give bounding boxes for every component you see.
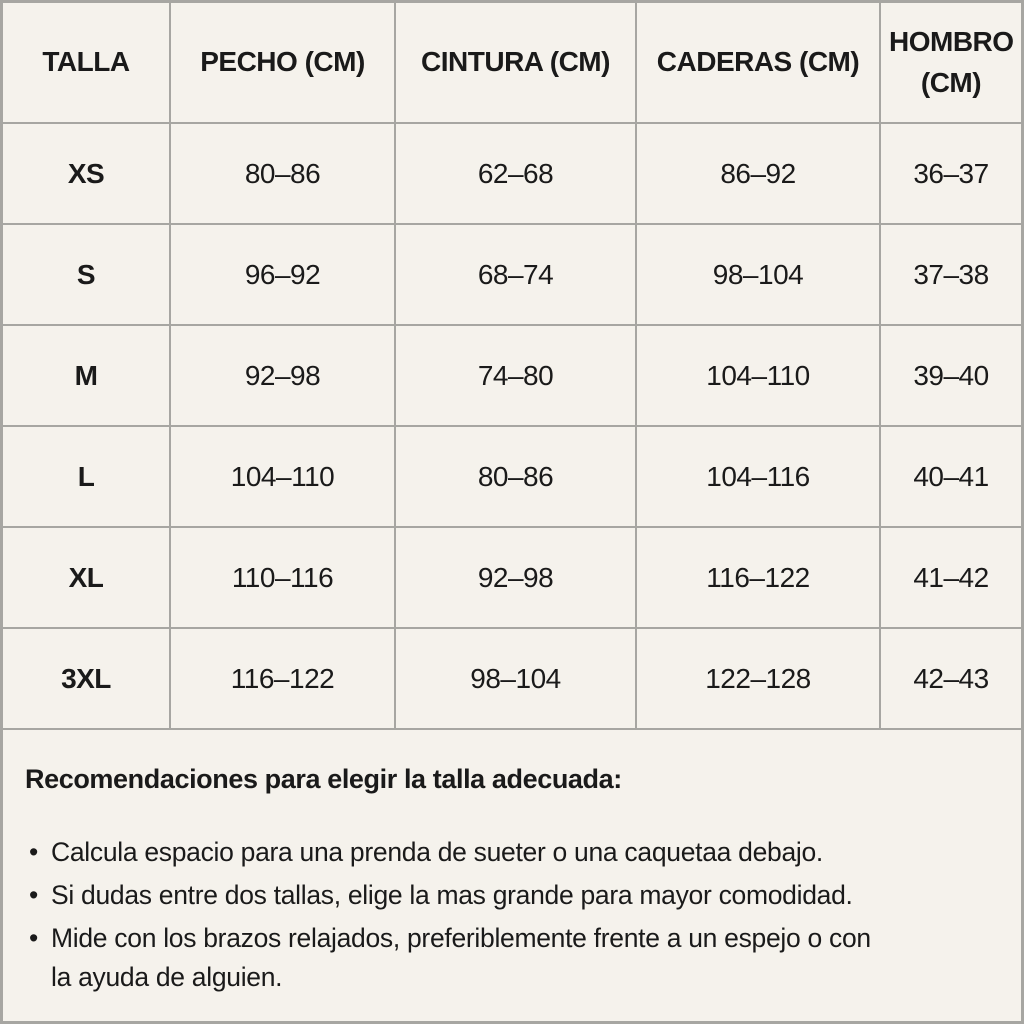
recommendations-title: Recomendaciones para elegir la talla ade… <box>25 764 622 794</box>
value-cell-pecho: 104–110 <box>169 425 396 528</box>
value-cell-pecho: 96–92 <box>169 223 396 326</box>
header-cell-cintura: CINTURA (CM) <box>394 3 637 124</box>
table-row-xs: XS 80–86 62–68 86–92 36–37 <box>3 122 1021 225</box>
value-cell-hombro: 40–41 <box>879 425 1021 528</box>
size-cell: S <box>3 223 171 326</box>
value-cell-caderas: 86–92 <box>635 122 881 225</box>
header-cell-talla: TALLA <box>3 3 171 124</box>
size-cell: 3XL <box>3 627 171 730</box>
value-cell-caderas: 122–128 <box>635 627 881 730</box>
value-cell-cintura: 98–104 <box>394 627 637 730</box>
table-row-l: L 104–110 80–86 104–116 40–41 <box>3 425 1021 528</box>
bullet-icon: • <box>29 922 38 953</box>
list-item-text: Si dudas entre dos tallas, elige la mas … <box>51 879 853 910</box>
table-row-s: S 96–92 68–74 98–104 37–38 <box>3 223 1021 326</box>
recommendations-section: Recomendaciones para elegir la talla ade… <box>3 730 1021 998</box>
value-cell-hombro: 37–38 <box>879 223 1021 326</box>
value-cell-pecho: 92–98 <box>169 324 396 427</box>
size-cell: XS <box>3 122 171 225</box>
value-cell-caderas: 104–116 <box>635 425 881 528</box>
value-cell-cintura: 68–74 <box>394 223 637 326</box>
size-cell: L <box>3 425 171 528</box>
list-item-text: Mide con los brazos relajados, preferibl… <box>51 922 871 993</box>
bullet-icon: • <box>29 879 38 910</box>
value-cell-pecho: 80–86 <box>169 122 396 225</box>
value-cell-cintura: 92–98 <box>394 526 637 629</box>
table-row-m: M 92–98 74–80 104–110 39–40 <box>3 324 1021 427</box>
size-chart-table: TALLA PECHO (CM) CINTURA (CM) CADERAS (C… <box>3 3 1021 730</box>
table-row-xl: XL 110–116 92–98 116–122 41–42 <box>3 526 1021 629</box>
list-item: • Si dudas entre dos tallas, elige la ma… <box>25 876 991 916</box>
header-cell-caderas: CADERAS (CM) <box>635 3 881 124</box>
header-row: TALLA PECHO (CM) CINTURA (CM) CADERAS (C… <box>3 3 1021 124</box>
value-cell-cintura: 80–86 <box>394 425 637 528</box>
value-cell-cintura: 62–68 <box>394 122 637 225</box>
list-item-text: Calcula espacio para una prenda de suete… <box>51 837 823 867</box>
bullet-icon: • <box>29 837 38 867</box>
list-item: • Calcula espacio para una prenda de sue… <box>25 833 991 873</box>
table-row-3xl: 3XL 116–122 98–104 122–128 42–43 <box>3 627 1021 730</box>
header-cell-hombro: HOMBRO (CM) <box>879 3 1021 124</box>
value-cell-caderas: 98–104 <box>635 223 881 326</box>
size-cell: M <box>3 324 171 427</box>
recommendations-list: • Calcula espacio para una prenda de sue… <box>25 833 991 998</box>
value-cell-caderas: 104–110 <box>635 324 881 427</box>
value-cell-hombro: 36–37 <box>879 122 1021 225</box>
value-cell-pecho: 116–122 <box>169 627 396 730</box>
list-item: • Mide con los brazos relajados, preferi… <box>25 919 991 999</box>
header-cell-pecho: PECHO (CM) <box>169 3 396 124</box>
size-cell: XL <box>3 526 171 629</box>
value-cell-pecho: 110–116 <box>169 526 396 629</box>
value-cell-caderas: 116–122 <box>635 526 881 629</box>
value-cell-cintura: 74–80 <box>394 324 637 427</box>
value-cell-hombro: 42–43 <box>879 627 1021 730</box>
value-cell-hombro: 39–40 <box>879 324 1021 427</box>
value-cell-hombro: 41–42 <box>879 526 1021 629</box>
